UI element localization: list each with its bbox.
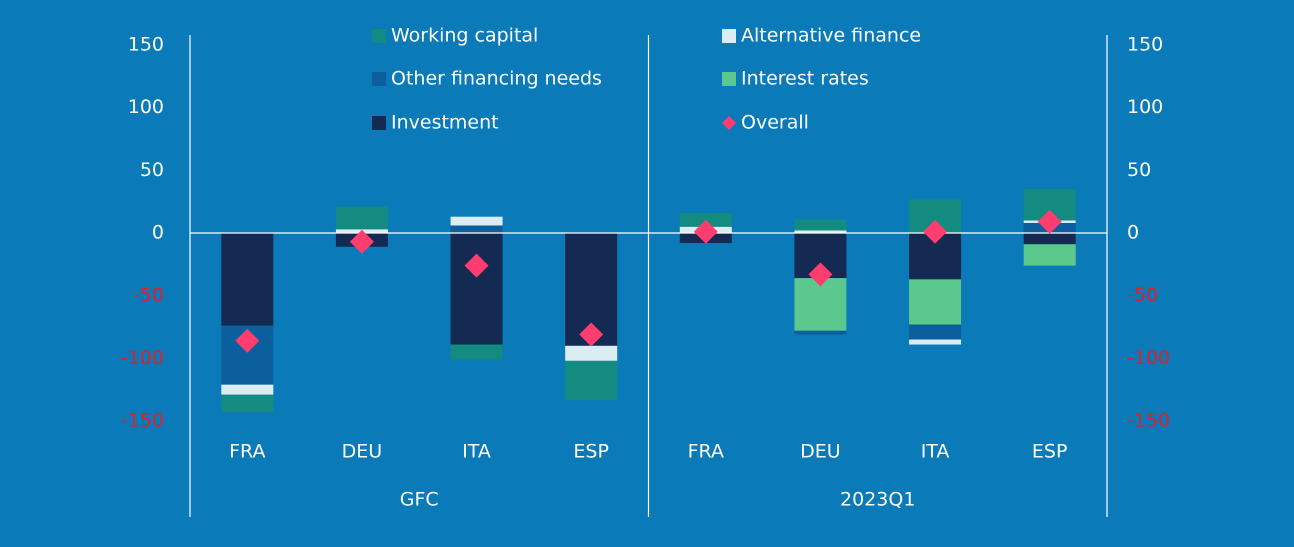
- x-tick-label: ITA: [921, 441, 950, 463]
- y2-tick-label: -50: [1127, 284, 1158, 306]
- legend-label: Investment: [391, 112, 499, 134]
- bar-segment: [565, 360, 618, 400]
- y2-tick-label: 50: [1127, 159, 1151, 181]
- overall-marker: [579, 322, 604, 347]
- overall-marker: [464, 253, 489, 278]
- legend-label: Alternative finance: [741, 25, 921, 47]
- bar-segment: [450, 233, 503, 345]
- y2-tick-label: -100: [1127, 347, 1170, 369]
- y-tick-label: 150: [128, 34, 164, 56]
- y-tick-label: -50: [133, 284, 164, 306]
- bar-segment: [221, 233, 274, 326]
- x-tick-label: ITA: [462, 441, 491, 463]
- bar-segment: [450, 225, 503, 233]
- group-label: GFC: [400, 489, 439, 511]
- bar-segment: [794, 230, 847, 233]
- y2-tick-label: -150: [1127, 410, 1170, 432]
- y-tick-label: 50: [140, 159, 164, 181]
- legend-label: Overall: [741, 112, 809, 134]
- bar-segment: [221, 384, 274, 395]
- y2-tick-label: 100: [1127, 96, 1163, 118]
- x-tick-label: DEU: [342, 441, 383, 463]
- y-tick-label: -100: [121, 347, 164, 369]
- overall-marker: [808, 262, 833, 287]
- bar-segment: [1023, 233, 1076, 245]
- legend-label: Other financing needs: [391, 68, 602, 90]
- legend-swatch: [372, 72, 386, 86]
- overall-marker: [349, 229, 374, 254]
- y2-tick-label: 0: [1127, 222, 1139, 244]
- bar-segment: [450, 344, 503, 360]
- legend-swatch: [722, 72, 736, 86]
- legend-label: Interest rates: [741, 68, 869, 90]
- y-tick-label: -150: [121, 410, 164, 432]
- bar-segment: [794, 330, 847, 335]
- x-tick-label: FRA: [688, 441, 724, 463]
- y-tick-label: 100: [128, 96, 164, 118]
- bar-segment: [1023, 244, 1076, 266]
- bar-segment: [909, 279, 962, 325]
- bar-segment: [335, 206, 388, 230]
- overall-marker: [235, 328, 260, 353]
- overall-marker: [1037, 209, 1062, 234]
- bar-segment: [221, 394, 274, 413]
- y2-tick-label: 150: [1127, 34, 1163, 56]
- bar-segment: [794, 278, 847, 331]
- bar-segment: [450, 216, 503, 226]
- legend-swatch: [722, 29, 736, 43]
- x-tick-label: ESP: [1032, 441, 1068, 463]
- overall-marker: [923, 219, 948, 244]
- y-tick-label: 0: [152, 222, 164, 244]
- bar-segment: [565, 345, 618, 361]
- x-tick-label: ESP: [573, 441, 609, 463]
- legend-swatch: [722, 116, 736, 130]
- overall-marker: [693, 219, 718, 244]
- bar-segment: [909, 324, 962, 340]
- legend-label: Working capital: [391, 25, 538, 47]
- x-tick-label: FRA: [229, 441, 265, 463]
- bar-segment: [794, 219, 847, 231]
- bar-segment: [909, 339, 962, 345]
- legend-swatch: [372, 29, 386, 43]
- group-label: 2023Q1: [840, 489, 915, 511]
- x-tick-label: DEU: [800, 441, 841, 463]
- legend-swatch: [372, 116, 386, 130]
